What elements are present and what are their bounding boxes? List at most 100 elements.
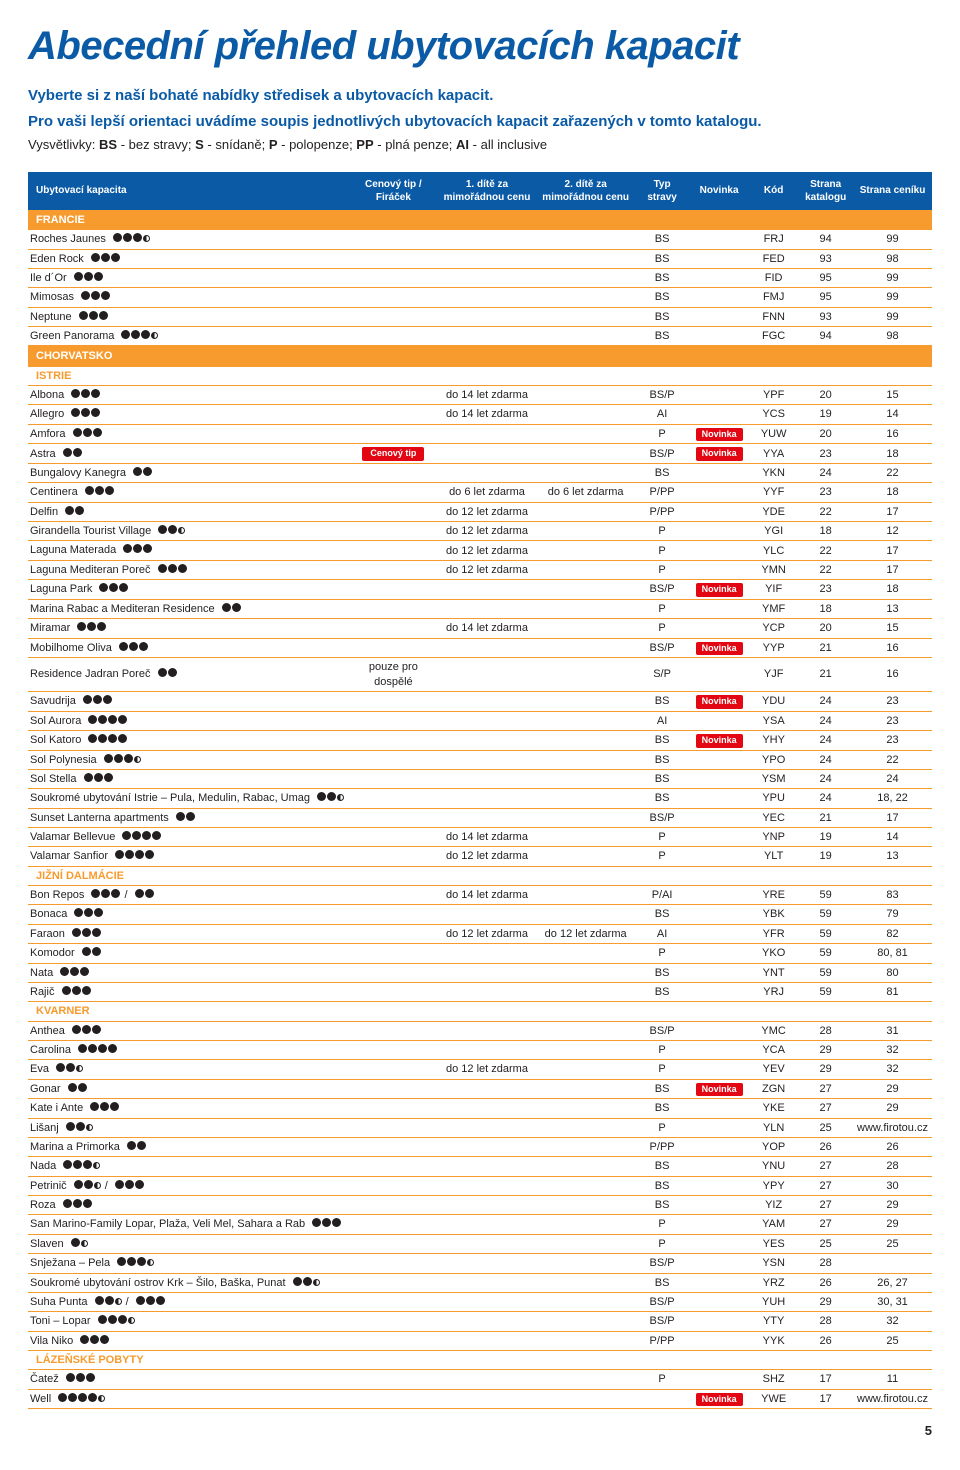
cell-d1: [438, 1157, 537, 1176]
cell-typ: BS: [635, 963, 689, 982]
cell-d1: [438, 1292, 537, 1311]
cell-kat: 24: [798, 464, 853, 483]
cell-d2: [536, 658, 635, 692]
table-row: Komodor PYKO5980, 81: [28, 944, 932, 963]
table-row: Kate i Ante BSYKE2729: [28, 1099, 932, 1118]
cell-typ: P/PP: [635, 1331, 689, 1350]
cell-tip: [349, 1254, 438, 1273]
cell-d1: do 14 let zdarma: [438, 385, 537, 404]
cell-typ: BS: [635, 1273, 689, 1292]
cell-d1: [438, 963, 537, 982]
cell-typ: BS: [635, 268, 689, 287]
cell-kat: 20: [798, 619, 853, 638]
cell-cen: 24: [853, 769, 932, 788]
cell-d1: [438, 730, 537, 750]
cell-d2: [536, 230, 635, 249]
cell-tip: [349, 1060, 438, 1079]
cell-typ: P: [635, 599, 689, 618]
cell-kod: YGI: [749, 522, 798, 541]
cell-tip: [349, 638, 438, 658]
cell-name: Soukromé ubytování ostrov Krk – Šilo, Ba…: [28, 1273, 349, 1292]
cell-kat: 24: [798, 730, 853, 750]
cell-kat: 29: [798, 1060, 853, 1079]
table-row: Valamar Sanfior do 12 let zdarmaPYLT1913: [28, 847, 932, 866]
cell-tip: [349, 268, 438, 287]
th-tip: Cenový tip / Firáček: [349, 172, 438, 210]
cell-kat: 27: [798, 1157, 853, 1176]
cell-tip: pouze pro dospělé: [349, 658, 438, 692]
table-row: Roches Jaunes BSFRJ9499: [28, 230, 932, 249]
cell-d2: [536, 982, 635, 1001]
cell-cen: 29: [853, 1099, 932, 1118]
cell-d1: do 12 let zdarma: [438, 502, 537, 521]
cell-cen: 32: [853, 1040, 932, 1059]
cell-cen: 99: [853, 288, 932, 307]
cell-kat: 59: [798, 944, 853, 963]
cell-d2: [536, 1176, 635, 1195]
cell-kat: 19: [798, 405, 853, 424]
cell-name: Well: [28, 1389, 349, 1409]
cell-tip: [349, 483, 438, 502]
th-cen: Strana ceníku: [853, 172, 932, 210]
cell-tip: [349, 1292, 438, 1311]
cell-typ: P: [635, 1215, 689, 1234]
cell-d1: [438, 288, 537, 307]
cell-d1: [438, 944, 537, 963]
cell-name: Vila Niko: [28, 1331, 349, 1350]
cell-d2: [536, 1389, 635, 1409]
section-header: FRANCIE: [28, 210, 932, 230]
cell-cen: 15: [853, 619, 932, 638]
cell-kod: YPF: [749, 385, 798, 404]
cell-kat: 24: [798, 789, 853, 808]
cell-d2: [536, 268, 635, 287]
cell-kod: YBK: [749, 905, 798, 924]
cell-typ: BS: [635, 326, 689, 345]
cell-name: Mimosas: [28, 288, 349, 307]
cell-kat: 59: [798, 924, 853, 943]
table-header: Ubytovací kapacita Cenový tip / Firáček …: [28, 172, 932, 210]
cell-typ: BS/P: [635, 1292, 689, 1311]
cell-kod: YIZ: [749, 1196, 798, 1215]
cell-tip: [349, 1370, 438, 1389]
cell-name: Laguna Park: [28, 580, 349, 600]
cell-typ: BS: [635, 750, 689, 769]
table-row: Bungalovy Kanegra BSYKN2422: [28, 464, 932, 483]
table-row: Mimosas BSFMJ9599: [28, 288, 932, 307]
table-row: Laguna Mediteran Poreč do 12 let zdarmaP…: [28, 560, 932, 579]
cell-kod: YYP: [749, 638, 798, 658]
cell-kod: YYA: [749, 444, 798, 464]
cell-kod: YSM: [749, 769, 798, 788]
cell-name: Roza: [28, 1196, 349, 1215]
cell-typ: BS: [635, 1079, 689, 1099]
cell-kod: YRE: [749, 886, 798, 905]
cell-tip: [349, 1118, 438, 1137]
cell-tip: [349, 1389, 438, 1409]
cell-cen: 17: [853, 541, 932, 560]
table-row: Faraon do 12 let zdarmado 12 let zdarmaA…: [28, 924, 932, 943]
cell-kat: 59: [798, 982, 853, 1001]
table-row: Delfin do 12 let zdarmaP/PPYDE2217: [28, 502, 932, 521]
cell-tip: [349, 1234, 438, 1253]
cell-name: Savudrija: [28, 691, 349, 711]
cell-typ: BS: [635, 288, 689, 307]
cell-d2: [536, 1331, 635, 1350]
table-row: Albona do 14 let zdarmaBS/PYPF2015: [28, 385, 932, 404]
cell-kat: 94: [798, 230, 853, 249]
cell-kod: YPU: [749, 789, 798, 808]
cell-novinka: [689, 1254, 749, 1273]
cell-tip: [349, 424, 438, 444]
cell-name: Astra: [28, 444, 349, 464]
cell-typ: P: [635, 847, 689, 866]
cell-typ: P: [635, 522, 689, 541]
table-row: Green Panorama BSFGC9498: [28, 326, 932, 345]
cell-kod: YYF: [749, 483, 798, 502]
table-row: Slaven PYES2525: [28, 1234, 932, 1253]
cell-tip: [349, 619, 438, 638]
cell-tip: [349, 1273, 438, 1292]
cell-d1: do 14 let zdarma: [438, 886, 537, 905]
cell-tip: [349, 944, 438, 963]
cell-name: Faraon: [28, 924, 349, 943]
cell-cen: 99: [853, 268, 932, 287]
cell-name: Valamar Sanfior: [28, 847, 349, 866]
cell-tip: [349, 1157, 438, 1176]
